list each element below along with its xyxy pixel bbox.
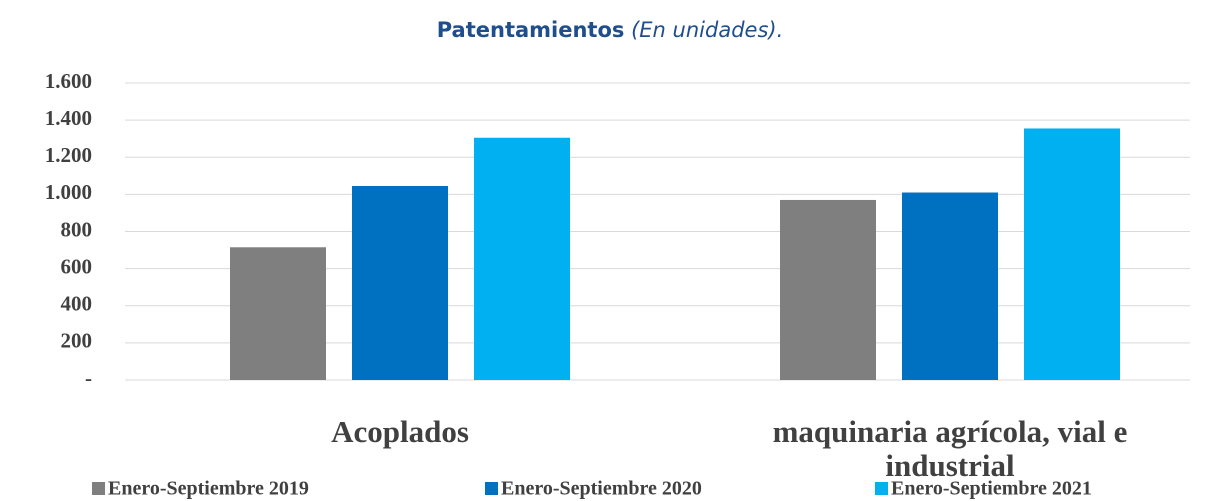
chart-title: Patentamientos	[437, 18, 625, 42]
y-tick-label: 800	[61, 217, 93, 241]
y-tick-label: 1.200	[45, 143, 92, 167]
legend-item: Enero-Septiembre 2021	[875, 478, 1092, 500]
y-tick-label: -	[85, 366, 92, 390]
legend-label: Enero-Septiembre 2019	[108, 478, 309, 500]
y-tick-label: 1.400	[45, 106, 92, 130]
x-tick-label: Acoplados	[331, 414, 469, 449]
legend-item: Enero-Septiembre 2019	[92, 478, 309, 500]
chart-subtitle: (En unidades).	[631, 18, 783, 42]
legend-label: Enero-Septiembre 2021	[891, 478, 1092, 500]
bar	[780, 199, 876, 380]
legend-swatch	[485, 482, 498, 495]
y-tick-label: 1.000	[45, 180, 92, 204]
y-tick-label: 400	[61, 292, 93, 316]
y-tick-label: 200	[61, 329, 93, 353]
legend-item: Enero-Septiembre 2020	[485, 478, 702, 500]
chart-title-group: Patentamientos (En unidades).	[437, 18, 784, 42]
x-tick-label: maquinaria agrícola, vial e industrial	[772, 414, 1128, 483]
bar	[474, 137, 570, 380]
y-tick-label: 600	[61, 254, 93, 278]
bar	[230, 247, 326, 380]
legend-label: Enero-Septiembre 2020	[501, 478, 702, 500]
y-tick-label: 1.600	[45, 69, 92, 93]
legend-swatch	[92, 482, 105, 495]
bar	[352, 186, 448, 380]
bar	[1024, 128, 1120, 380]
bar	[902, 192, 998, 380]
legend-swatch	[875, 482, 888, 495]
